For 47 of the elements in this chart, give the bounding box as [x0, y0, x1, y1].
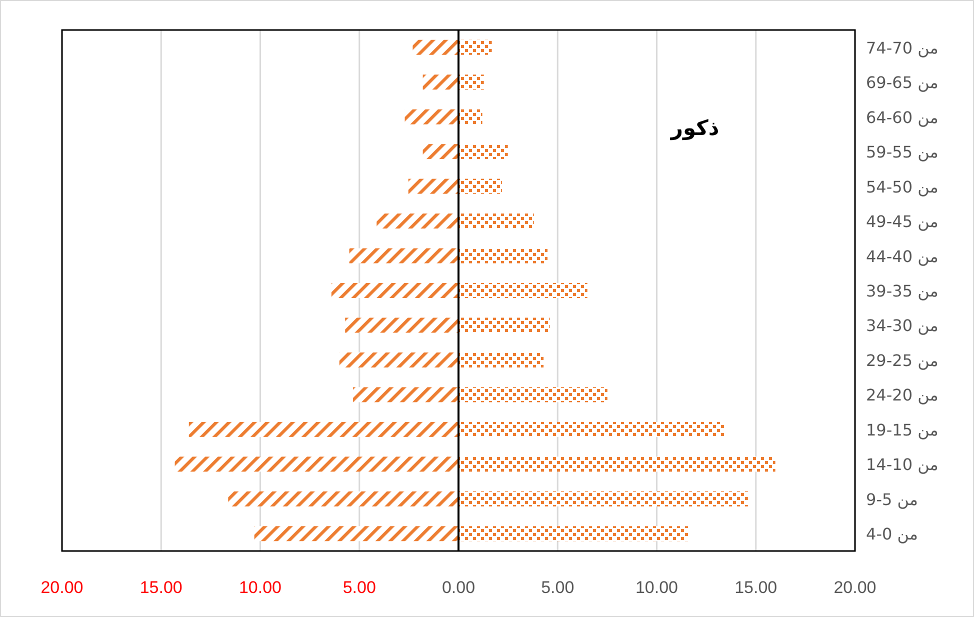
y-tick-label: من 65-69 [866, 73, 938, 92]
y-tick-label: من 15-19 [866, 420, 938, 440]
bar [412, 40, 458, 55]
bar [458, 178, 502, 194]
bar [254, 526, 458, 542]
bar [331, 283, 458, 298]
y-tick-label: من 20-24 [866, 386, 938, 405]
x-tick-label: 5.00 [342, 578, 376, 597]
x-tick-label: 20.00 [40, 578, 84, 597]
bar [458, 283, 588, 298]
x-tick-label: 15.00 [734, 578, 778, 597]
x-tick-label: 10.00 [635, 578, 678, 597]
x-tick-label: 10.00 [238, 578, 282, 597]
y-tick-label: من 10-14 [866, 455, 938, 474]
bar [458, 526, 688, 542]
bar [458, 387, 608, 402]
bar [458, 491, 748, 506]
y-tick-label: من 25-29 [866, 350, 938, 370]
y-tick-label: من 50-54 [866, 177, 938, 196]
x-tick-label: 5.00 [541, 578, 574, 597]
y-tick-label: من 35-39 [866, 282, 938, 300]
y-tick-label: من 30-34 [866, 316, 938, 336]
bar [458, 40, 492, 55]
y-tick-label: من 5-9 [866, 490, 918, 509]
y-tick-label: من 55-59 [866, 142, 938, 162]
x-tick-label: 15.00 [140, 578, 182, 597]
y-tick-label: من 60-64 [866, 108, 938, 127]
bar [422, 144, 458, 160]
x-tick-label: 20.00 [834, 578, 876, 597]
bar [422, 74, 458, 90]
annotation: ذكور [670, 116, 720, 141]
bar [408, 178, 458, 194]
bar [228, 491, 458, 506]
bar [339, 352, 458, 368]
bar [458, 74, 484, 90]
bar [174, 456, 458, 472]
bar [353, 387, 458, 402]
bar [349, 248, 458, 264]
y-tick-label: من 70-74 [866, 38, 938, 58]
bar [188, 422, 458, 437]
bar [404, 109, 458, 124]
bar [376, 214, 458, 229]
x-tick-label: 0.00 [442, 578, 476, 597]
y-tick-label: من 45-49 [866, 212, 938, 232]
y-tick-label: من 0-4 [866, 524, 918, 544]
y-tick-label: من 40-44 [866, 246, 938, 266]
bar [345, 318, 458, 333]
